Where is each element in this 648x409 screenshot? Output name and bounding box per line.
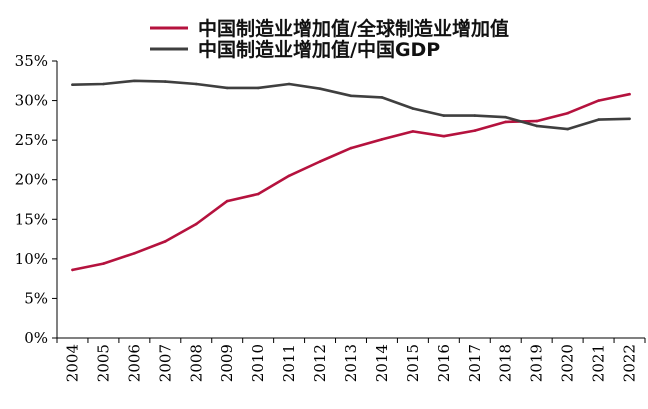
data-point-s0-2021 [597, 99, 600, 102]
x-tick-label: 2011 [280, 344, 298, 382]
data-point-s1-2005 [102, 82, 105, 86]
data-point-s1-2008 [195, 82, 198, 86]
x-tick-label: 2008 [187, 344, 205, 382]
x-tick-label: 2005 [94, 344, 112, 382]
legend-label-global-share: 中国制造业增加值/全球制造业增加值 [198, 17, 509, 40]
x-tick-label: 2016 [435, 344, 453, 382]
data-point-s1-2021 [597, 118, 600, 121]
data-point-s0-2005 [102, 262, 105, 265]
x-tick-label: 2015 [404, 344, 422, 382]
data-point-s1-2022 [628, 117, 631, 121]
data-point-s0-2006 [133, 252, 136, 255]
y-tick-label: 5% [24, 289, 48, 307]
data-point-s1-2017 [473, 114, 477, 117]
x-tick-label: 2013 [342, 344, 360, 382]
data-point-s0-2014 [380, 138, 384, 141]
x-tick-label: 2021 [590, 344, 608, 382]
y-tick-label: 15% [15, 210, 48, 228]
series-line-1 [71, 79, 631, 131]
legend-entry-0: 中国制造业增加值/全球制造业增加值 [150, 17, 509, 40]
data-point-s0-2017 [473, 129, 477, 132]
data-point-s0-2018 [504, 120, 508, 124]
x-tick-label: 2018 [497, 344, 515, 382]
data-point-s1-2012 [318, 87, 322, 90]
data-point-s1-2016 [442, 114, 446, 117]
data-point-s1-2010 [256, 86, 260, 90]
x-tick-label: 2009 [218, 344, 236, 382]
data-point-s0-2019 [535, 119, 538, 123]
data-point-s0-2011 [287, 174, 291, 178]
x-tick-label: 2010 [249, 344, 267, 382]
data-point-s0-2009 [225, 199, 229, 203]
y-tick-label: 30% [15, 92, 48, 110]
x-tick-label: 2014 [373, 344, 391, 382]
legend: 中国制造业增加值/全球制造业增加值 中国制造业增加值/中国GDP [150, 17, 509, 61]
data-point-s0-2004 [71, 268, 74, 272]
axes: 0% 5% 10% 15% 20% 25% 30% 35% 2004 2005 2006 2007 20… [15, 52, 646, 382]
data-point-s0-2012 [318, 160, 322, 163]
data-point-s1-2007 [164, 80, 167, 83]
y-tick-label: 25% [15, 131, 48, 149]
x-tick-label: 2022 [621, 344, 639, 382]
data-point-s1-2013 [349, 94, 353, 98]
data-point-s0-2016 [442, 134, 446, 138]
data-point-s1-2015 [411, 107, 415, 110]
x-tick-label: 2020 [559, 344, 577, 382]
x-tick-label: 2012 [311, 344, 329, 382]
legend-label-gdp-share: 中国制造业增加值/中国GDP [198, 38, 440, 61]
data-point-s0-2015 [411, 130, 415, 133]
x-tick-label: 2006 [125, 344, 143, 382]
data-point-s1-2020 [566, 127, 569, 131]
y-tick-label: 35% [15, 52, 48, 70]
y-tick-label: 0% [24, 329, 48, 347]
data-point-s0-2013 [349, 146, 353, 150]
y-tick-label: 20% [15, 171, 48, 189]
x-tick-label: 2007 [156, 344, 174, 382]
y-tick-label: 10% [15, 250, 48, 268]
x-tick-label: 2017 [466, 344, 484, 382]
data-point-s0-2020 [566, 111, 569, 115]
x-tick-label: 2004 [63, 344, 81, 382]
plot-area [71, 79, 631, 272]
data-point-s0-2022 [628, 92, 631, 96]
data-point-s1-2014 [380, 96, 384, 99]
data-point-s1-2004 [71, 83, 74, 86]
data-point-s0-2008 [195, 222, 198, 226]
data-point-s1-2018 [504, 115, 508, 119]
legend-entry-1: 中国制造业增加值/中国GDP [150, 38, 440, 61]
data-point-s1-2019 [535, 124, 538, 128]
data-point-s0-2010 [256, 192, 260, 196]
data-point-s1-2011 [287, 82, 291, 86]
series-line-0 [71, 92, 631, 272]
data-point-s1-2006 [133, 79, 136, 83]
data-point-s1-2009 [225, 86, 229, 90]
x-tick-label: 2019 [528, 344, 546, 382]
data-point-s0-2007 [164, 240, 167, 243]
